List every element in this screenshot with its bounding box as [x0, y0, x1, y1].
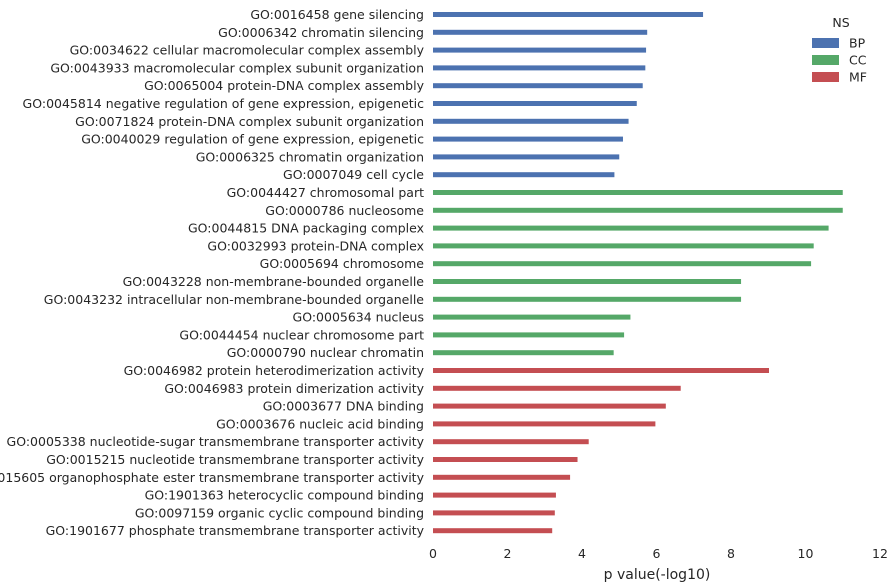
category-label: GO:0015215 nucleotide transmembrane tran…	[46, 452, 424, 467]
bar-cc	[433, 225, 829, 231]
category-label: GO:0003676 nucleic acid binding	[216, 416, 424, 431]
category-label: GO:1901677 phosphate transmembrane trans…	[46, 523, 425, 538]
bar-bp	[433, 47, 647, 53]
category-labels: GO:0016458 gene silencing GO:0006342 chro…	[0, 7, 425, 538]
legend-swatch-cc	[812, 55, 839, 65]
bar-mf	[433, 368, 769, 373]
x-tick-label: 10	[798, 546, 814, 561]
category-label: GO:0065004 protein-DNA complex assembly	[144, 78, 425, 93]
category-label: GO:0032993 protein-DNA complex	[207, 238, 424, 253]
category-label: GO:0005634 nucleus	[293, 310, 424, 325]
bar-cc	[433, 350, 614, 356]
legend-label-bp: BP	[849, 36, 866, 51]
bars-group	[433, 12, 843, 534]
bar-bp	[433, 29, 648, 35]
category-label: GO:0044427 chromosomal part	[227, 185, 424, 200]
legend-swatch-bp	[812, 38, 839, 48]
bar-cc	[433, 190, 843, 195]
x-tick-label: 8	[727, 546, 735, 561]
x-tick-label: 6	[653, 546, 661, 561]
bar-bp	[433, 12, 704, 17]
bar-cc	[433, 261, 812, 267]
category-label: GO:0015605 organophosphate ester transme…	[0, 470, 425, 485]
bar-cc	[433, 332, 625, 338]
category-label: GO:0071824 protein-DNA complex subunit o…	[75, 114, 424, 129]
x-tick-label: 0	[429, 546, 437, 561]
category-label: GO:0043933 macromolecular complex subuni…	[50, 60, 424, 75]
category-label: GO:0034622 cellular macromolecular compl…	[70, 43, 425, 58]
legend: NS BP CC MF	[812, 15, 867, 85]
bar-cc	[433, 296, 742, 302]
x-tick-label: 2	[504, 546, 512, 561]
bar-bp	[433, 118, 629, 124]
bar-bp	[433, 101, 637, 106]
category-label: GO:0044815 DNA packaging complex	[188, 221, 424, 236]
x-tick-label: 12	[872, 546, 888, 561]
category-label: GO:0097159 organic cyclic compound bindi…	[135, 505, 424, 520]
category-label: GO:0005338 nucleotide-sugar transmembran…	[7, 434, 425, 449]
legend-swatch-mf	[812, 72, 839, 82]
category-label: GO:0040029 regulation of gene expression…	[81, 132, 424, 147]
category-label: GO:0043228 non-membrane-bounded organell…	[123, 274, 425, 289]
bar-cc	[433, 314, 631, 320]
bar-mf	[433, 474, 571, 480]
bar-mf	[433, 492, 556, 498]
bar-mf	[433, 385, 681, 391]
x-axis-title: p value(-log10)	[604, 567, 711, 583]
category-label: GO:0006325 chromatin organization	[196, 149, 424, 164]
bar-bp	[433, 65, 646, 71]
category-label: GO:0006342 chromatin silencing	[218, 25, 424, 40]
bar-mf	[433, 403, 666, 409]
bar-bp	[433, 83, 643, 89]
bar-mf	[433, 528, 553, 534]
category-label: GO:0016458 gene silencing	[250, 7, 424, 22]
category-label: GO:0043232 intracellular non-membrane-bo…	[44, 292, 425, 307]
x-axis-ticks: 0 2 4 6 8 10 12	[429, 546, 888, 561]
category-label: GO:0000786 nucleosome	[265, 203, 424, 218]
category-label: GO:0045814 negative regulation of gene e…	[23, 96, 425, 111]
category-label: GO:0046982 protein heterodimerization ac…	[124, 363, 425, 378]
bar-bp	[433, 136, 623, 142]
bar-bp	[433, 172, 615, 178]
category-label: GO:1901363 heterocyclic compound binding	[145, 488, 424, 503]
category-label: GO:0044454 nuclear chromosome part	[179, 327, 424, 342]
category-label: GO:0046983 protein dimerization activity	[164, 381, 424, 396]
x-tick-label: 4	[578, 546, 586, 561]
bar-bp	[433, 154, 620, 160]
bar-mf	[433, 457, 578, 462]
category-label: GO:0000790 nuclear chromatin	[227, 345, 424, 360]
bar-mf	[433, 510, 555, 516]
bar-cc	[433, 207, 843, 213]
bar-mf	[433, 439, 589, 445]
bar-mf	[433, 421, 656, 427]
category-label: GO:0003677 DNA binding	[263, 399, 424, 414]
bar-cc	[433, 279, 742, 284]
legend-label-cc: CC	[849, 53, 867, 68]
bar-cc	[433, 243, 814, 249]
category-label: GO:0005694 chromosome	[260, 256, 425, 271]
legend-title: NS	[832, 15, 849, 30]
category-label: GO:0007049 cell cycle	[283, 167, 424, 182]
legend-label-mf: MF	[849, 70, 867, 85]
